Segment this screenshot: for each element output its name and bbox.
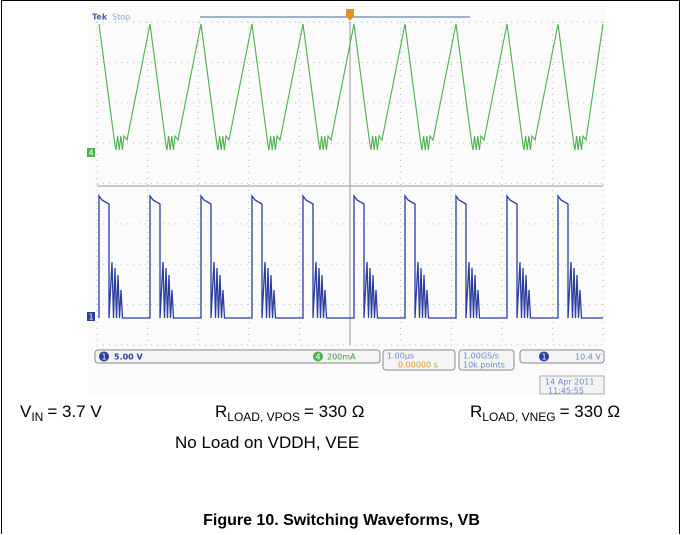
condition: RLOAD, VNEG = 330 Ω — [470, 402, 620, 424]
trigger-position: 0.00000 s — [398, 361, 438, 370]
current-trace — [98, 23, 604, 151]
trigger-marker — [346, 9, 354, 21]
trigger-source-badge — [539, 351, 549, 362]
value: = 330 Ω — [303, 402, 365, 421]
value: = 330 Ω — [559, 402, 621, 421]
scope-background — [88, 6, 606, 394]
ch4-badge-label: 4 — [316, 353, 321, 362]
sample-rate: 1.00GS/s — [463, 352, 499, 361]
ch1-badge-label: 1 — [102, 353, 107, 362]
status: Stop — [112, 13, 130, 22]
condition: RLOAD, VPOS = 330 Ω — [215, 402, 364, 424]
ch1-scale: 5.00 V — [114, 353, 144, 362]
caption: Figure 10. Switching Waveforms, VB — [203, 512, 480, 529]
ch4-marker-label: 4 — [89, 149, 94, 158]
acq-box — [458, 349, 515, 371]
date: 14 Apr 2011 — [545, 378, 594, 387]
brand: Tek — [92, 13, 108, 22]
ch4-scale: 200mA — [327, 353, 356, 362]
symbol: R — [215, 402, 228, 421]
subscript: LOAD, VNEG — [482, 410, 556, 424]
ch1-marker — [87, 312, 95, 321]
trigger-level: 10.4 V — [575, 353, 601, 362]
time: 11:45:55 — [548, 387, 584, 396]
date-box — [539, 375, 605, 395]
symbol: V — [20, 402, 32, 421]
value: = 3.7 V — [47, 402, 102, 421]
channel-bar — [94, 349, 381, 364]
symbol: R — [470, 402, 483, 421]
trigger-source: 1 — [542, 353, 547, 362]
time-box — [382, 349, 456, 371]
scope-screenshot: Tek Stop 4 1 1 5.00 V 4 200mA 1.00µs 0.0… — [87, 6, 606, 396]
timebase: 1.00µs — [387, 352, 414, 361]
ch1-badge — [99, 351, 109, 362]
subscript: IN — [31, 410, 44, 424]
note: No Load on VDDH, VEE — [175, 433, 360, 452]
ch1-marker-label: 1 — [89, 313, 94, 322]
subscript: LOAD, VPOS — [227, 410, 300, 424]
condition: VIN = 3.7 V — [20, 402, 102, 424]
record-length: 10k points — [463, 361, 505, 370]
ch4-badge — [313, 351, 323, 362]
voltage-trace — [98, 194, 603, 319]
graticule — [96, 21, 604, 346]
ch4-marker — [87, 148, 95, 157]
